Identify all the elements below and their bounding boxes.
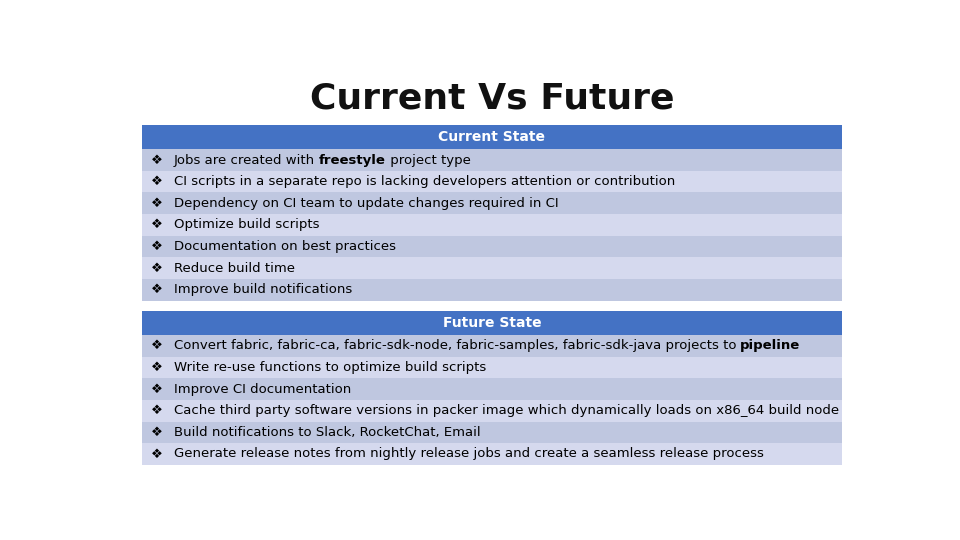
Text: Optimize build scripts: Optimize build scripts <box>174 218 319 231</box>
Text: pipeline: pipeline <box>740 339 801 353</box>
FancyBboxPatch shape <box>142 357 842 379</box>
Text: Future State: Future State <box>443 316 541 330</box>
Text: Current Vs Future: Current Vs Future <box>310 82 674 116</box>
Text: ❖: ❖ <box>152 426 167 439</box>
Text: Reduce build time: Reduce build time <box>174 261 295 275</box>
Text: Dependency on CI team to update changes required in CI: Dependency on CI team to update changes … <box>174 197 558 210</box>
FancyBboxPatch shape <box>142 443 842 465</box>
Text: ❖: ❖ <box>152 218 167 231</box>
Text: ❖: ❖ <box>152 153 167 166</box>
Text: freestyle: freestyle <box>319 153 386 166</box>
Text: ❖: ❖ <box>152 197 167 210</box>
FancyBboxPatch shape <box>142 149 842 171</box>
Text: CI scripts in a separate repo is lacking developers attention or contribution: CI scripts in a separate repo is lacking… <box>174 175 675 188</box>
FancyBboxPatch shape <box>142 214 842 235</box>
Text: ❖: ❖ <box>152 284 167 296</box>
FancyBboxPatch shape <box>142 279 842 301</box>
FancyBboxPatch shape <box>142 335 842 357</box>
Text: ❖: ❖ <box>152 240 167 253</box>
Text: Convert fabric, fabric-ca, fabric-sdk-node, fabric-samples, fabric-sdk-java proj: Convert fabric, fabric-ca, fabric-sdk-no… <box>174 339 740 353</box>
Text: Improve build notifications: Improve build notifications <box>174 284 351 296</box>
FancyBboxPatch shape <box>142 311 842 335</box>
Text: Current State: Current State <box>439 130 545 144</box>
Text: ❖: ❖ <box>152 339 167 353</box>
FancyBboxPatch shape <box>142 400 842 422</box>
Text: ❖: ❖ <box>152 448 167 461</box>
Text: ❖: ❖ <box>152 361 167 374</box>
Text: ❖: ❖ <box>152 404 167 417</box>
FancyBboxPatch shape <box>142 258 842 279</box>
FancyBboxPatch shape <box>142 235 842 258</box>
Text: Generate release notes from nightly release jobs and create a seamless release p: Generate release notes from nightly rele… <box>174 448 763 461</box>
Text: Build notifications to Slack, RocketChat, Email: Build notifications to Slack, RocketChat… <box>174 426 480 439</box>
Text: ❖: ❖ <box>152 175 167 188</box>
FancyBboxPatch shape <box>142 125 842 149</box>
Text: Cache third party software versions in packer image which dynamically loads on x: Cache third party software versions in p… <box>174 404 839 417</box>
Text: Documentation on best practices: Documentation on best practices <box>174 240 396 253</box>
Text: ❖: ❖ <box>152 383 167 396</box>
FancyBboxPatch shape <box>142 192 842 214</box>
FancyBboxPatch shape <box>142 422 842 443</box>
Text: Write re-use functions to optimize build scripts: Write re-use functions to optimize build… <box>174 361 486 374</box>
Text: Jobs are created with: Jobs are created with <box>174 153 319 166</box>
Text: Improve CI documentation: Improve CI documentation <box>174 383 350 396</box>
FancyBboxPatch shape <box>142 379 842 400</box>
Text: ❖: ❖ <box>152 261 167 275</box>
Text: project type: project type <box>386 153 470 166</box>
FancyBboxPatch shape <box>142 171 842 192</box>
